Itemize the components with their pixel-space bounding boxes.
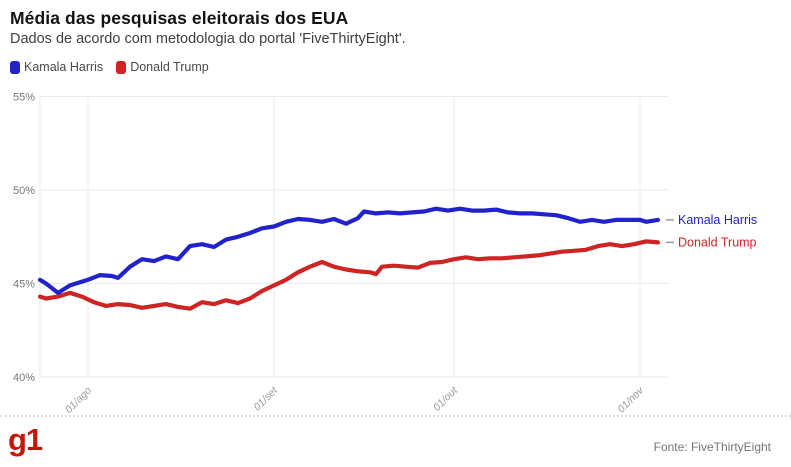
poll-chart: 55% 50% 45% 40% 01/ago 01/set 01/out 01/nov Kama… bbox=[13, 92, 757, 416]
trump-end-label: Donald Trump bbox=[678, 235, 757, 249]
legend-item-trump: Donald Trump bbox=[116, 60, 209, 74]
legend: Kamala Harris Donald Trump bbox=[10, 60, 209, 74]
y-axis-tick: 55% bbox=[13, 92, 35, 104]
harris-line bbox=[37, 206, 661, 295]
chart-area: 55% 50% 45% 40% 01/ago 01/set 01/out 01/nov Kama… bbox=[0, 84, 791, 420]
x-axis-tick-group: 01/ago bbox=[63, 385, 94, 416]
page-title: Média das pesquisas eleitorais dos EUA bbox=[10, 8, 349, 28]
y-axis-tick: 50% bbox=[13, 185, 35, 197]
x-axis-tick: 01/nov bbox=[615, 384, 646, 415]
x-axis-tick: 01/ago bbox=[63, 385, 94, 416]
trump-line bbox=[37, 239, 661, 311]
legend-label-trump: Donald Trump bbox=[130, 60, 209, 74]
y-axis-tick: 40% bbox=[13, 372, 35, 384]
x-axis-tick: 01/out bbox=[431, 384, 461, 414]
source-credit: Fonte: FiveThirtyEight bbox=[653, 440, 771, 454]
x-axis-tick-group: 01/nov bbox=[615, 384, 646, 415]
legend-item-harris: Kamala Harris bbox=[10, 60, 103, 74]
footer-divider bbox=[0, 415, 791, 417]
x-axis-tick-group: 01/set bbox=[251, 384, 280, 413]
y-axis-tick: 45% bbox=[13, 279, 35, 291]
trump-swatch-icon bbox=[116, 60, 127, 74]
legend-label-harris: Kamala Harris bbox=[24, 60, 104, 74]
g1-logo: g1 bbox=[8, 422, 43, 457]
harris-end-label: Kamala Harris bbox=[678, 213, 757, 227]
harris-swatch-icon bbox=[10, 60, 20, 74]
page-subtitle: Dados de acordo com metodologia do porta… bbox=[10, 31, 406, 47]
x-axis-tick: 01/set bbox=[251, 384, 280, 413]
x-axis-tick-group: 01/out bbox=[431, 384, 461, 414]
